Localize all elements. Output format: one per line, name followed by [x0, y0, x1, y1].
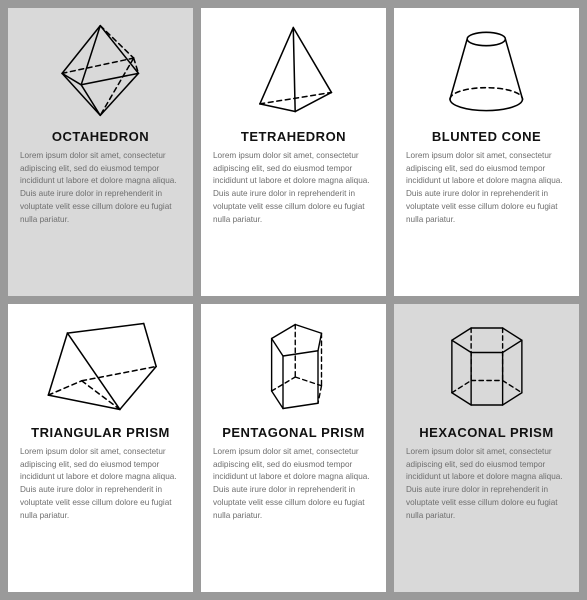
- card-body: Lorem ipsum dolor sit amet, consectetur …: [406, 446, 567, 522]
- card-tetrahedron: Tetrahedron Lorem ipsum dolor sit amet, …: [201, 8, 386, 296]
- card-body: Lorem ipsum dolor sit amet, consectetur …: [213, 446, 374, 522]
- card-triangular-prism: Triangular Prism Lorem ipsum dolor sit a…: [8, 304, 193, 592]
- card-body: Lorem ipsum dolor sit amet, consectetur …: [406, 150, 567, 226]
- card-title: Blunted Cone: [432, 129, 541, 144]
- triangular-prism-icon: [20, 314, 181, 419]
- octahedron-icon: [20, 18, 181, 123]
- card-title: Tetrahedron: [241, 129, 346, 144]
- shape-grid: Octahedron Lorem ipsum dolor sit amet, c…: [0, 0, 587, 600]
- card-hexagonal-prism: Hexaconal Prism Lorem ipsum dolor sit am…: [394, 304, 579, 592]
- blunted-cone-icon: [406, 18, 567, 123]
- card-body: Lorem ipsum dolor sit amet, consectetur …: [20, 150, 181, 226]
- card-body: Lorem ipsum dolor sit amet, consectetur …: [213, 150, 374, 226]
- card-pentagonal-prism: Pentagonal Prism Lorem ipsum dolor sit a…: [201, 304, 386, 592]
- pentagonal-prism-icon: [213, 314, 374, 419]
- card-title: Triangular Prism: [31, 425, 170, 440]
- card-title: Octahedron: [52, 129, 149, 144]
- card-blunted-cone: Blunted Cone Lorem ipsum dolor sit amet,…: [394, 8, 579, 296]
- card-octahedron: Octahedron Lorem ipsum dolor sit amet, c…: [8, 8, 193, 296]
- hexagonal-prism-icon: [406, 314, 567, 419]
- card-title: Hexaconal Prism: [419, 425, 553, 440]
- card-body: Lorem ipsum dolor sit amet, consectetur …: [20, 446, 181, 522]
- tetrahedron-icon: [213, 18, 374, 123]
- card-title: Pentagonal Prism: [222, 425, 365, 440]
